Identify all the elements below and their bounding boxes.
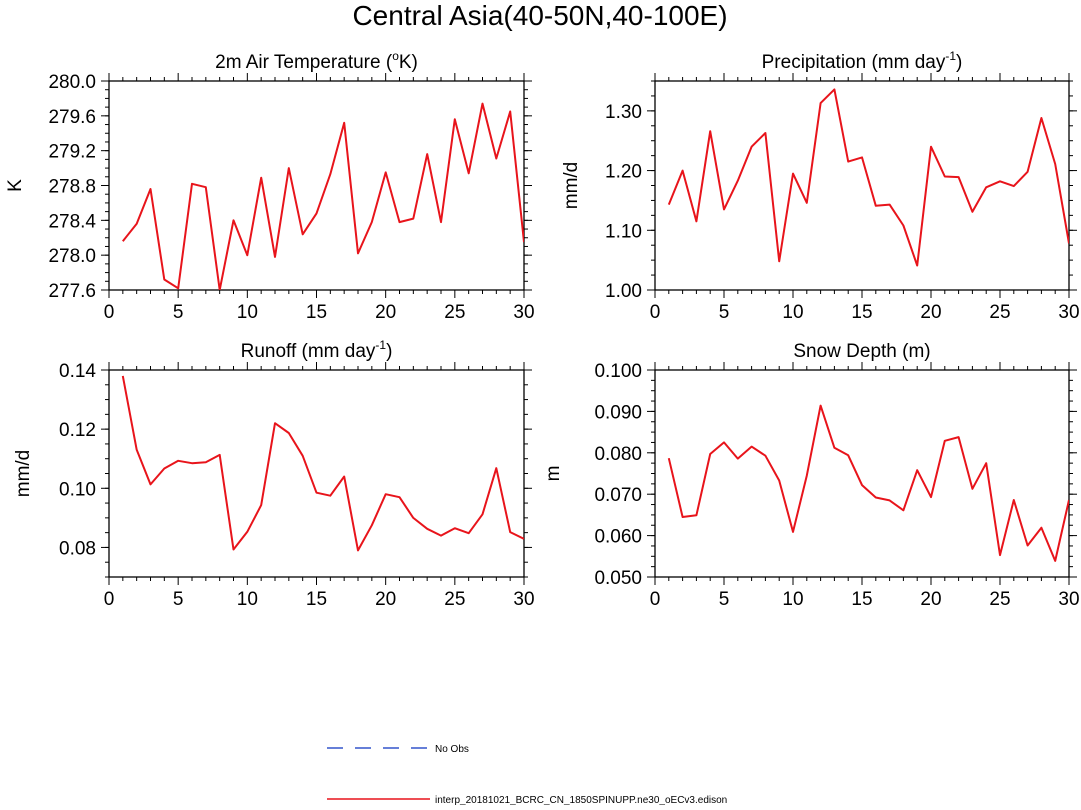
chart-title: Snow Depth (m)	[793, 341, 930, 362]
x-tick-label: 10	[237, 589, 258, 610]
plot-frame	[108, 369, 525, 578]
x-tick-label: 25	[989, 302, 1010, 323]
y-axis-label: mm/d	[13, 450, 34, 498]
y-tick-label: 0.090	[594, 402, 642, 423]
x-tick-label: 20	[375, 589, 396, 610]
y-tick-label: 279.6	[48, 107, 96, 128]
x-tick-label: 30	[1058, 589, 1079, 610]
y-tick-label: 279.2	[48, 142, 96, 163]
x-tick-label: 0	[104, 589, 115, 610]
chart-title-text: Snow Depth (m)	[793, 341, 930, 362]
y-tick-label: 278.4	[48, 211, 96, 232]
legend-label-model: interp_20181021_BCRC_CN_1850SPINUPP.ne30…	[435, 795, 727, 805]
y-axis-label: m	[543, 466, 564, 482]
y-tick-label: 0.12	[59, 420, 96, 441]
x-tick-label: 5	[173, 302, 184, 323]
x-tick-label: 20	[920, 302, 941, 323]
x-tick-label: 0	[104, 302, 115, 323]
x-tick-label: 0	[650, 302, 661, 323]
x-tick-label: 25	[989, 589, 1010, 610]
y-tick-label: 0.050	[594, 568, 642, 589]
chart-title: 2m Air Temperature (oK)	[215, 49, 418, 73]
x-tick-label: 30	[513, 589, 534, 610]
y-tick-label: 278.8	[48, 177, 96, 198]
plot-frame	[654, 80, 1070, 291]
chart-panel-3: Runoff (mm day-1) mm/d 0 5 10 15 20 25 30 0.08 0.1…	[13, 338, 535, 610]
chart-title-superscript: -1	[375, 338, 386, 352]
y-tick-label: 0.070	[594, 485, 642, 506]
chart-title-text: Precipitation (mm day	[762, 52, 946, 73]
plot-frame	[108, 80, 525, 291]
y-tick-label: 0.100	[594, 361, 642, 382]
chart-title-superscript: -1	[945, 49, 956, 63]
x-tick-label: 10	[782, 302, 803, 323]
y-tick-label: 278.0	[48, 246, 96, 267]
chart-title-tail: )	[956, 52, 962, 73]
x-tick-label: 15	[851, 589, 872, 610]
x-tick-label: 20	[375, 302, 396, 323]
x-tick-label: 15	[306, 302, 327, 323]
chart-title-superscript: o	[392, 49, 399, 63]
x-tick-label: 25	[444, 302, 465, 323]
x-tick-label: 25	[444, 589, 465, 610]
chart-title-text: Runoff (mm day	[241, 341, 376, 362]
x-tick-label: 30	[1058, 302, 1079, 323]
y-tick-label: 0.08	[59, 538, 96, 559]
x-tick-label: 15	[306, 589, 327, 610]
x-tick-label: 5	[173, 589, 184, 610]
chart-panel-1: 2m Air Temperature (oK) K 0 5 10 15 20 25 30 277.…	[5, 49, 535, 323]
x-tick-label: 0	[650, 589, 661, 610]
series-line	[667, 404, 1069, 562]
chart-panels: 2m Air Temperature (oK) K 0 5 10 15 20 25 30 277.…	[5, 49, 1080, 610]
x-tick-label: 20	[920, 589, 941, 610]
y-axis-label: K	[5, 179, 26, 192]
y-axis-label: mm/d	[561, 162, 582, 210]
y-tick-label: 0.060	[594, 527, 642, 548]
x-tick-label: 15	[851, 302, 872, 323]
x-tick-label: 5	[719, 589, 730, 610]
figure-title: Central Asia(40-50N,40-100E)	[352, 0, 727, 31]
legend-label-no-obs: No Obs	[435, 744, 469, 755]
x-tick-label: 30	[513, 302, 534, 323]
series-line	[121, 375, 524, 552]
y-tick-label: 277.6	[48, 281, 96, 302]
x-tick-label: 10	[782, 589, 803, 610]
y-tick-label: 1.30	[605, 102, 642, 123]
series-line	[667, 88, 1069, 267]
chart-title-tail: )	[386, 341, 392, 362]
y-tick-label: 280.0	[48, 72, 96, 93]
plot-frame	[654, 369, 1070, 578]
chart-title: Precipitation (mm day-1)	[762, 49, 963, 73]
chart-panel-2: Precipitation (mm day-1) mm/d 0 5 10 15 20 25 30…	[561, 49, 1080, 323]
y-tick-label: 0.080	[594, 444, 642, 465]
chart-panel-4: Snow Depth (m) m 0 5 10 15 20 25 30 0.050 0.060 0.0…	[543, 341, 1080, 610]
y-tick-label: 0.14	[59, 361, 96, 382]
y-tick-label: 1.00	[605, 281, 642, 302]
chart-title: Runoff (mm day-1)	[241, 338, 393, 362]
y-tick-label: 1.20	[605, 162, 642, 183]
series-line	[122, 102, 524, 290]
legend: No Obs interp_20181021_BCRC_CN_1850SPINU…	[327, 744, 727, 806]
chart-title-text: 2m Air Temperature (	[215, 52, 393, 73]
y-tick-label: 1.10	[605, 221, 642, 242]
x-tick-label: 10	[237, 302, 258, 323]
chart-title-tail: K)	[399, 52, 418, 73]
x-tick-label: 5	[719, 302, 730, 323]
y-tick-label: 0.10	[59, 479, 96, 500]
